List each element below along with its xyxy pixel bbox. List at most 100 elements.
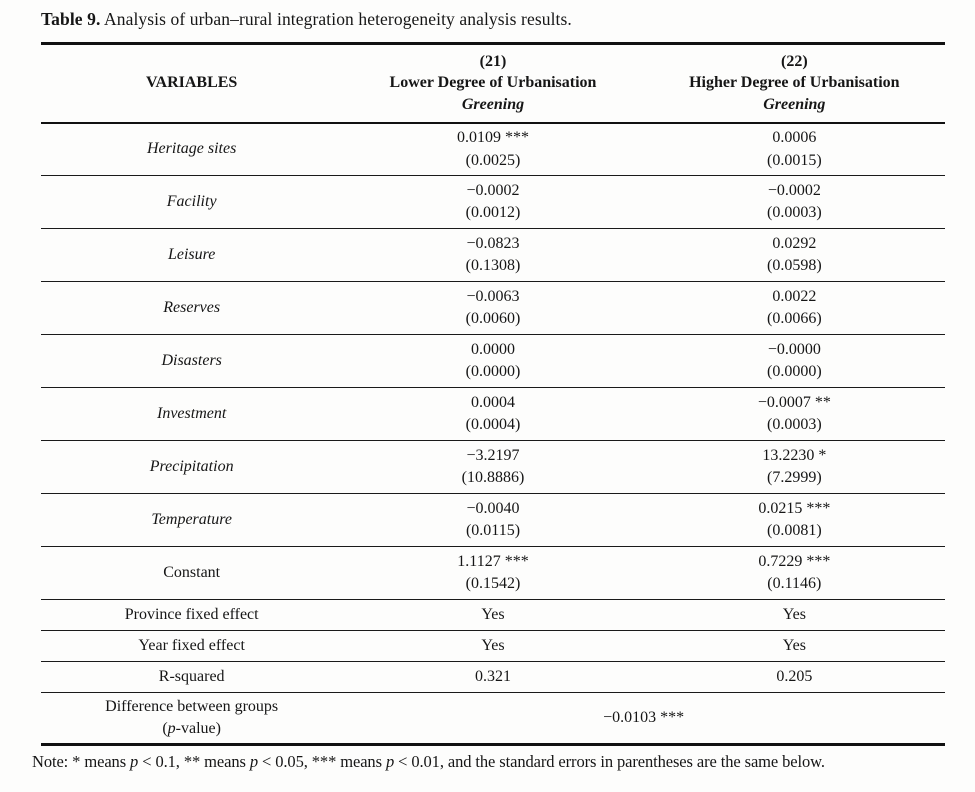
variable-label: Heritage sites [147, 140, 237, 158]
coef-value: −0.0040 [466, 500, 520, 518]
row-label: Year fixed effect [138, 637, 245, 655]
cell-21: Yes [481, 637, 505, 655]
variable-label: Temperature [151, 511, 232, 529]
std-error: (0.0598) [767, 257, 822, 275]
coef-value: −0.0823 [466, 235, 520, 253]
variable-label: Facility [166, 193, 217, 211]
variable-label: Disasters [161, 352, 222, 370]
results-table: VARIABLES (21) Lower Degree of Urbanisat… [41, 41, 945, 747]
cell-22: Yes [782, 637, 806, 655]
coef-value: −3.2197 [466, 447, 520, 465]
col-21-outcome: Greening [461, 96, 525, 114]
row-label: Province fixed effect [124, 606, 259, 624]
cell-21: Yes [481, 606, 505, 624]
cell-21: 0.321 [474, 668, 511, 686]
std-error: (0.0015) [767, 151, 822, 169]
cell-21: −0.0040 (0.0115) [342, 494, 643, 547]
table-row: Temperature −0.0040 (0.0115) 0.0215 *** (0… [41, 493, 945, 547]
col-22-number: (22) [781, 52, 808, 70]
col-22-group: Higher Degree of Urbanisation [689, 74, 900, 92]
cell-22: 0.0215 *** (0.0081) [644, 494, 945, 547]
col-header-22: (22) Higher Degree of Urbanisation Green… [643, 43, 945, 124]
table-row: Disasters 0.0000 (0.0000) −0.0000 (0.0000) [41, 334, 945, 388]
cell-21: −0.0002 (0.0012) [342, 176, 643, 229]
std-error: (7.2999) [767, 469, 822, 487]
row-label: R-squared [158, 668, 225, 686]
difference-value: −0.0103 *** [603, 709, 685, 727]
cell-21: −0.0823 (0.1308) [342, 229, 643, 282]
cell-21: 1.1127 *** (0.1542) [342, 547, 643, 600]
coef-value: −0.0007 ** [757, 394, 831, 412]
table-row: Leisure −0.0823 (0.1308) 0.0292 (0.0598) [41, 228, 945, 282]
std-error: (0.0081) [767, 522, 822, 540]
coef-value: −0.0000 [767, 341, 821, 359]
col-21-number: (21) [479, 52, 507, 70]
cell-21: 0.0000 (0.0000) [342, 335, 643, 388]
table-note: Note: * means p < 0.1, ** means p < 0.05… [32, 752, 825, 772]
coef-value: 1.1127 *** [457, 553, 529, 571]
std-error: (0.0004) [465, 416, 521, 434]
std-error: (0.0066) [767, 310, 822, 328]
table-row: Heritage sites 0.0109 *** (0.0025) 0.0006… [41, 123, 945, 176]
col-header-variables: VARIABLES [41, 43, 343, 124]
row-label: Difference between groups (p-value) [41, 693, 342, 745]
std-error: (0.0003) [767, 204, 822, 222]
r-squared-row: R-squared 0.321 0.205 [41, 661, 945, 693]
difference-label-line2: (p-value) [162, 720, 221, 738]
table-row: Reserves −0.0063 (0.0060) 0.0022 (0.0066) [41, 281, 945, 335]
coef-value: 0.7229 *** [758, 553, 831, 571]
variable-label: Reserves [163, 299, 221, 317]
cell-22: 13.2230 * (7.2999) [644, 441, 945, 494]
cell-22: −0.0002 (0.0003) [644, 176, 945, 229]
std-error: (0.1146) [767, 575, 822, 593]
coef-value: 0.0004 [470, 394, 515, 412]
cell-22: 0.0022 (0.0066) [644, 282, 945, 335]
difference-label-line1: Difference between groups [105, 698, 279, 716]
std-error: (0.1308) [465, 257, 521, 275]
variable-label: Precipitation [149, 458, 234, 476]
cell-22: 0.0006 (0.0015) [644, 123, 945, 176]
variable-label: Investment [157, 405, 227, 423]
cell-22: Yes [782, 606, 806, 624]
table-row: Investment 0.0004 (0.0004) −0.0007 ** (0.0… [41, 387, 945, 441]
year-fixed-effect-row: Year fixed effect Yes Yes [41, 630, 945, 662]
coef-value: 0.0022 [772, 288, 817, 306]
header-row: VARIABLES (21) Lower Degree of Urbanisat… [41, 43, 945, 124]
table-row: Constant 1.1127 *** (0.1542) 0.7229 *** (0… [41, 546, 945, 600]
std-error: (0.0003) [767, 416, 822, 434]
cell-22: 0.7229 *** (0.1146) [644, 547, 945, 600]
coef-value: 0.0215 *** [758, 500, 831, 518]
cell-21: −3.2197 (10.8886) [342, 441, 643, 494]
col-21-group: Lower Degree of Urbanisation [389, 74, 597, 92]
coef-value: −0.0002 [767, 182, 821, 200]
coef-value: 0.0109 *** [456, 129, 529, 147]
coef-value: 0.0000 [470, 341, 515, 359]
cell-22: 0.205 [776, 668, 813, 686]
std-error: (0.0060) [465, 310, 521, 328]
col-header-21: (21) Lower Degree of Urbanisation Greeni… [342, 43, 644, 124]
variable-label: Constant [163, 564, 221, 582]
variable-label: Leisure [167, 246, 216, 264]
table-row: Facility −0.0002 (0.0012) −0.0002 (0.0003) [41, 175, 945, 229]
std-error: (0.0025) [465, 151, 521, 169]
coef-value: 0.0006 [772, 129, 817, 147]
coef-value: 13.2230 * [762, 447, 827, 465]
cell-22: −0.0007 ** (0.0003) [644, 388, 945, 441]
coef-value: −0.0063 [466, 288, 520, 306]
difference-row: Difference between groups (p-value) −0.0… [41, 692, 945, 745]
std-error: (0.0000) [767, 363, 822, 381]
std-error: (0.0115) [465, 522, 521, 540]
table-caption-label: Table 9. [41, 9, 101, 29]
coef-value: 0.0292 [772, 235, 817, 253]
cell-21: −0.0063 (0.0060) [342, 282, 643, 335]
table-row: Precipitation −3.2197 (10.8886) 13.2230 *… [41, 440, 945, 494]
table-caption: Table 9. Analysis of urban–rural integra… [41, 8, 945, 31]
table-caption-text: Analysis of urban–rural integration hete… [104, 9, 572, 29]
cell-21: 0.0109 *** (0.0025) [342, 123, 643, 176]
std-error: (0.0012) [465, 204, 521, 222]
province-fixed-effect-row: Province fixed effect Yes Yes [41, 599, 945, 631]
std-error: (0.0000) [465, 363, 521, 381]
std-error: (0.1542) [465, 575, 521, 593]
cell-22: −0.0000 (0.0000) [644, 335, 945, 388]
std-error: (10.8886) [461, 469, 525, 487]
